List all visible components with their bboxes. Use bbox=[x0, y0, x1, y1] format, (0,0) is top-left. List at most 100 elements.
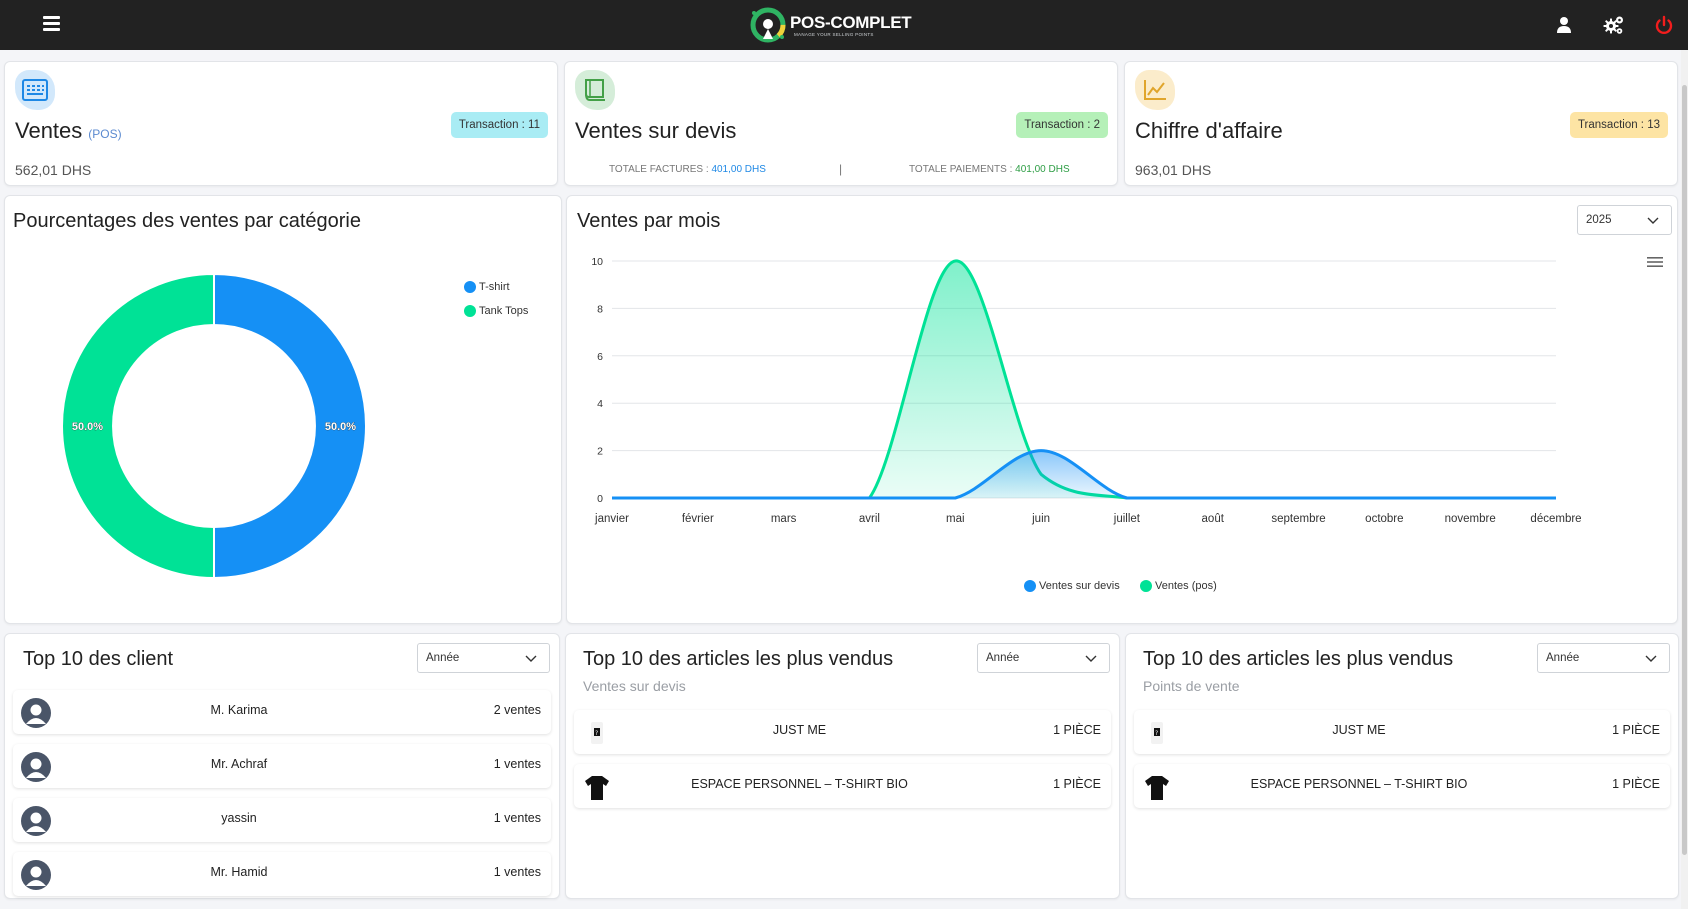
y-tick-label: 2 bbox=[597, 446, 603, 458]
chart-menu-icon[interactable] bbox=[1647, 256, 1663, 268]
card-subtitle: Points de vente bbox=[1143, 678, 1240, 694]
legend-item-ventes-devis[interactable]: Ventes sur devis bbox=[1024, 580, 1120, 592]
svg-text:?: ? bbox=[1155, 730, 1158, 737]
donut-chart: 50.0% 50.0% bbox=[61, 272, 367, 580]
transaction-badge: Transaction : 2 bbox=[1016, 112, 1108, 138]
y-tick-label: 6 bbox=[597, 351, 603, 363]
year-select[interactable]: 2025 bbox=[1577, 205, 1672, 235]
client-name: Mr. Hamid bbox=[210, 865, 268, 879]
card-title: Top 10 des articles les plus vendus bbox=[583, 648, 894, 670]
chevron-down-icon bbox=[1085, 655, 1097, 662]
x-tick-label: août bbox=[1202, 513, 1225, 525]
series-line-ventes-sur-devis bbox=[612, 449, 1556, 500]
period-select[interactable]: Année bbox=[1537, 643, 1670, 673]
article-row[interactable]: ESPACE PERSONNEL – T-SHIRT BIO 1 PIÈCE bbox=[574, 764, 1111, 808]
brand-logo[interactable]: POS-COMPLET MANAGE YOUR SELLING POINTS bbox=[748, 4, 912, 46]
chevron-down-icon bbox=[1647, 217, 1659, 224]
stat-title: Ventes sur devis bbox=[575, 118, 737, 143]
donut-data-label: 50.0% bbox=[325, 421, 356, 433]
period-select[interactable]: Année bbox=[977, 643, 1110, 673]
chevron-down-icon bbox=[1645, 655, 1657, 662]
card-title: Ventes par mois bbox=[577, 210, 721, 232]
legend-item-tshirt[interactable]: T-shirt bbox=[464, 281, 510, 293]
top-clients-card: Top 10 des client Année M. Karima 2 vent… bbox=[4, 633, 560, 899]
svg-text:?: ? bbox=[595, 730, 598, 737]
category-sales-card: Pourcentages des ventes par catégorie 50… bbox=[4, 195, 562, 624]
page-scrollbar[interactable] bbox=[1681, 50, 1688, 909]
x-tick-label: mai bbox=[946, 513, 965, 525]
transaction-badge: Transaction : 11 bbox=[450, 112, 548, 138]
article-name: ESPACE PERSONNEL – T-SHIRT BIO bbox=[1250, 777, 1468, 791]
card-title: Top 10 des client bbox=[23, 648, 174, 670]
client-row[interactable]: M. Karima 2 ventes bbox=[13, 690, 551, 734]
stat-card-ventes-devis: Ventes sur devis Transaction : 2 TOTALE … bbox=[564, 61, 1118, 186]
client-row[interactable]: yassin 1 ventes bbox=[13, 798, 551, 842]
monthly-sales-card: Ventes par mois 2025 0 2 4 6 8 10 janvier févri… bbox=[566, 195, 1678, 624]
area-fill-ventes-sur-devis bbox=[612, 450, 1556, 498]
client-name: M. Karima bbox=[210, 703, 268, 717]
tag-icon: ? bbox=[591, 722, 603, 744]
x-tick-label: novembre bbox=[1445, 513, 1496, 525]
ledger-icon bbox=[575, 70, 615, 110]
stat-value: 562,01 DHS bbox=[15, 162, 92, 178]
donut-slice-t-shirt bbox=[213, 272, 367, 580]
article-name: JUST ME bbox=[1332, 723, 1386, 737]
keyboard-icon bbox=[15, 70, 55, 110]
x-tick-label: avril bbox=[859, 513, 880, 525]
client-row[interactable]: Mr. Hamid 1 ventes bbox=[13, 852, 551, 896]
y-tick-label: 0 bbox=[597, 493, 603, 505]
card-subtitle: Ventes sur devis bbox=[583, 678, 686, 694]
article-quantity: 1 PIÈCE bbox=[1612, 777, 1660, 791]
stat-title: Ventes (POS) bbox=[15, 118, 122, 143]
article-name: ESPACE PERSONNEL – T-SHIRT BIO bbox=[691, 777, 908, 791]
article-quantity: 1 PIÈCE bbox=[1053, 723, 1101, 737]
article-name: JUST ME bbox=[772, 723, 827, 737]
stat-card-ventes-pos: Ventes (POS) Transaction : 11 562,01 DHS bbox=[4, 61, 558, 186]
stat-subtitle: (POS) bbox=[88, 127, 122, 141]
y-tick-label: 4 bbox=[597, 398, 603, 410]
power-icon[interactable] bbox=[1653, 14, 1675, 36]
avatar-icon bbox=[21, 860, 51, 890]
trend-chart-icon bbox=[1135, 70, 1175, 110]
x-tick-label: décembre bbox=[1530, 513, 1581, 525]
article-row[interactable]: ? JUST ME 1 PIÈCE bbox=[1134, 710, 1670, 754]
donut-slice-tank-tops bbox=[61, 272, 215, 580]
tshirt-icon bbox=[585, 776, 609, 800]
card-title: Top 10 des articles les plus vendus bbox=[1143, 648, 1454, 670]
chevron-down-icon bbox=[525, 655, 537, 662]
article-row[interactable]: ? JUST ME 1 PIÈCE bbox=[574, 710, 1111, 754]
client-name: Mr. Achraf bbox=[210, 757, 268, 771]
client-sales-count: 2 ventes bbox=[493, 703, 541, 717]
client-sales-count: 1 ventes bbox=[493, 865, 541, 879]
avatar-icon bbox=[21, 752, 51, 782]
avatar-icon bbox=[21, 698, 51, 728]
stat-title: Chiffre d'affaire bbox=[1135, 118, 1283, 143]
client-row[interactable]: Mr. Achraf 1 ventes bbox=[13, 744, 551, 788]
stat-value: 963,01 DHS bbox=[1135, 162, 1212, 178]
logo-mark-icon bbox=[750, 7, 786, 43]
user-icon[interactable] bbox=[1553, 14, 1575, 36]
y-tick-label: 10 bbox=[591, 256, 603, 268]
x-tick-label: juillet bbox=[1113, 513, 1141, 525]
legend-item-tank-tops[interactable]: Tank Tops bbox=[464, 305, 528, 317]
period-select[interactable]: Année bbox=[417, 643, 550, 673]
scrollbar-thumb[interactable] bbox=[1682, 85, 1687, 855]
legend-item-ventes-pos[interactable]: Ventes (pos) bbox=[1140, 580, 1217, 592]
top-articles-pos-card: Top 10 des articles les plus vendus Poin… bbox=[1125, 633, 1679, 899]
x-tick-label: juin bbox=[1031, 513, 1050, 525]
transaction-badge: Transaction : 13 bbox=[1569, 112, 1668, 138]
hamburger-icon[interactable] bbox=[43, 16, 60, 31]
settings-icon[interactable] bbox=[1603, 14, 1625, 36]
series-line-ventes-pos bbox=[612, 259, 1556, 500]
x-tick-label: janvier bbox=[594, 513, 629, 525]
separator: | bbox=[839, 162, 843, 176]
article-quantity: 1 PIÈCE bbox=[1053, 777, 1101, 791]
brand-tagline: MANAGE YOUR SELLING POINTS bbox=[794, 31, 874, 37]
x-tick-label: mars bbox=[771, 513, 797, 525]
donut-data-label: 50.0% bbox=[72, 421, 103, 433]
stat-card-chiffre-affaire: Chiffre d'affaire Transaction : 13 963,0… bbox=[1124, 61, 1678, 186]
article-row[interactable]: ESPACE PERSONNEL – T-SHIRT BIO 1 PIÈCE bbox=[1134, 764, 1670, 808]
tag-icon: ? bbox=[1151, 722, 1163, 744]
article-quantity: 1 PIÈCE bbox=[1612, 723, 1660, 737]
x-tick-label: octobre bbox=[1365, 513, 1403, 525]
